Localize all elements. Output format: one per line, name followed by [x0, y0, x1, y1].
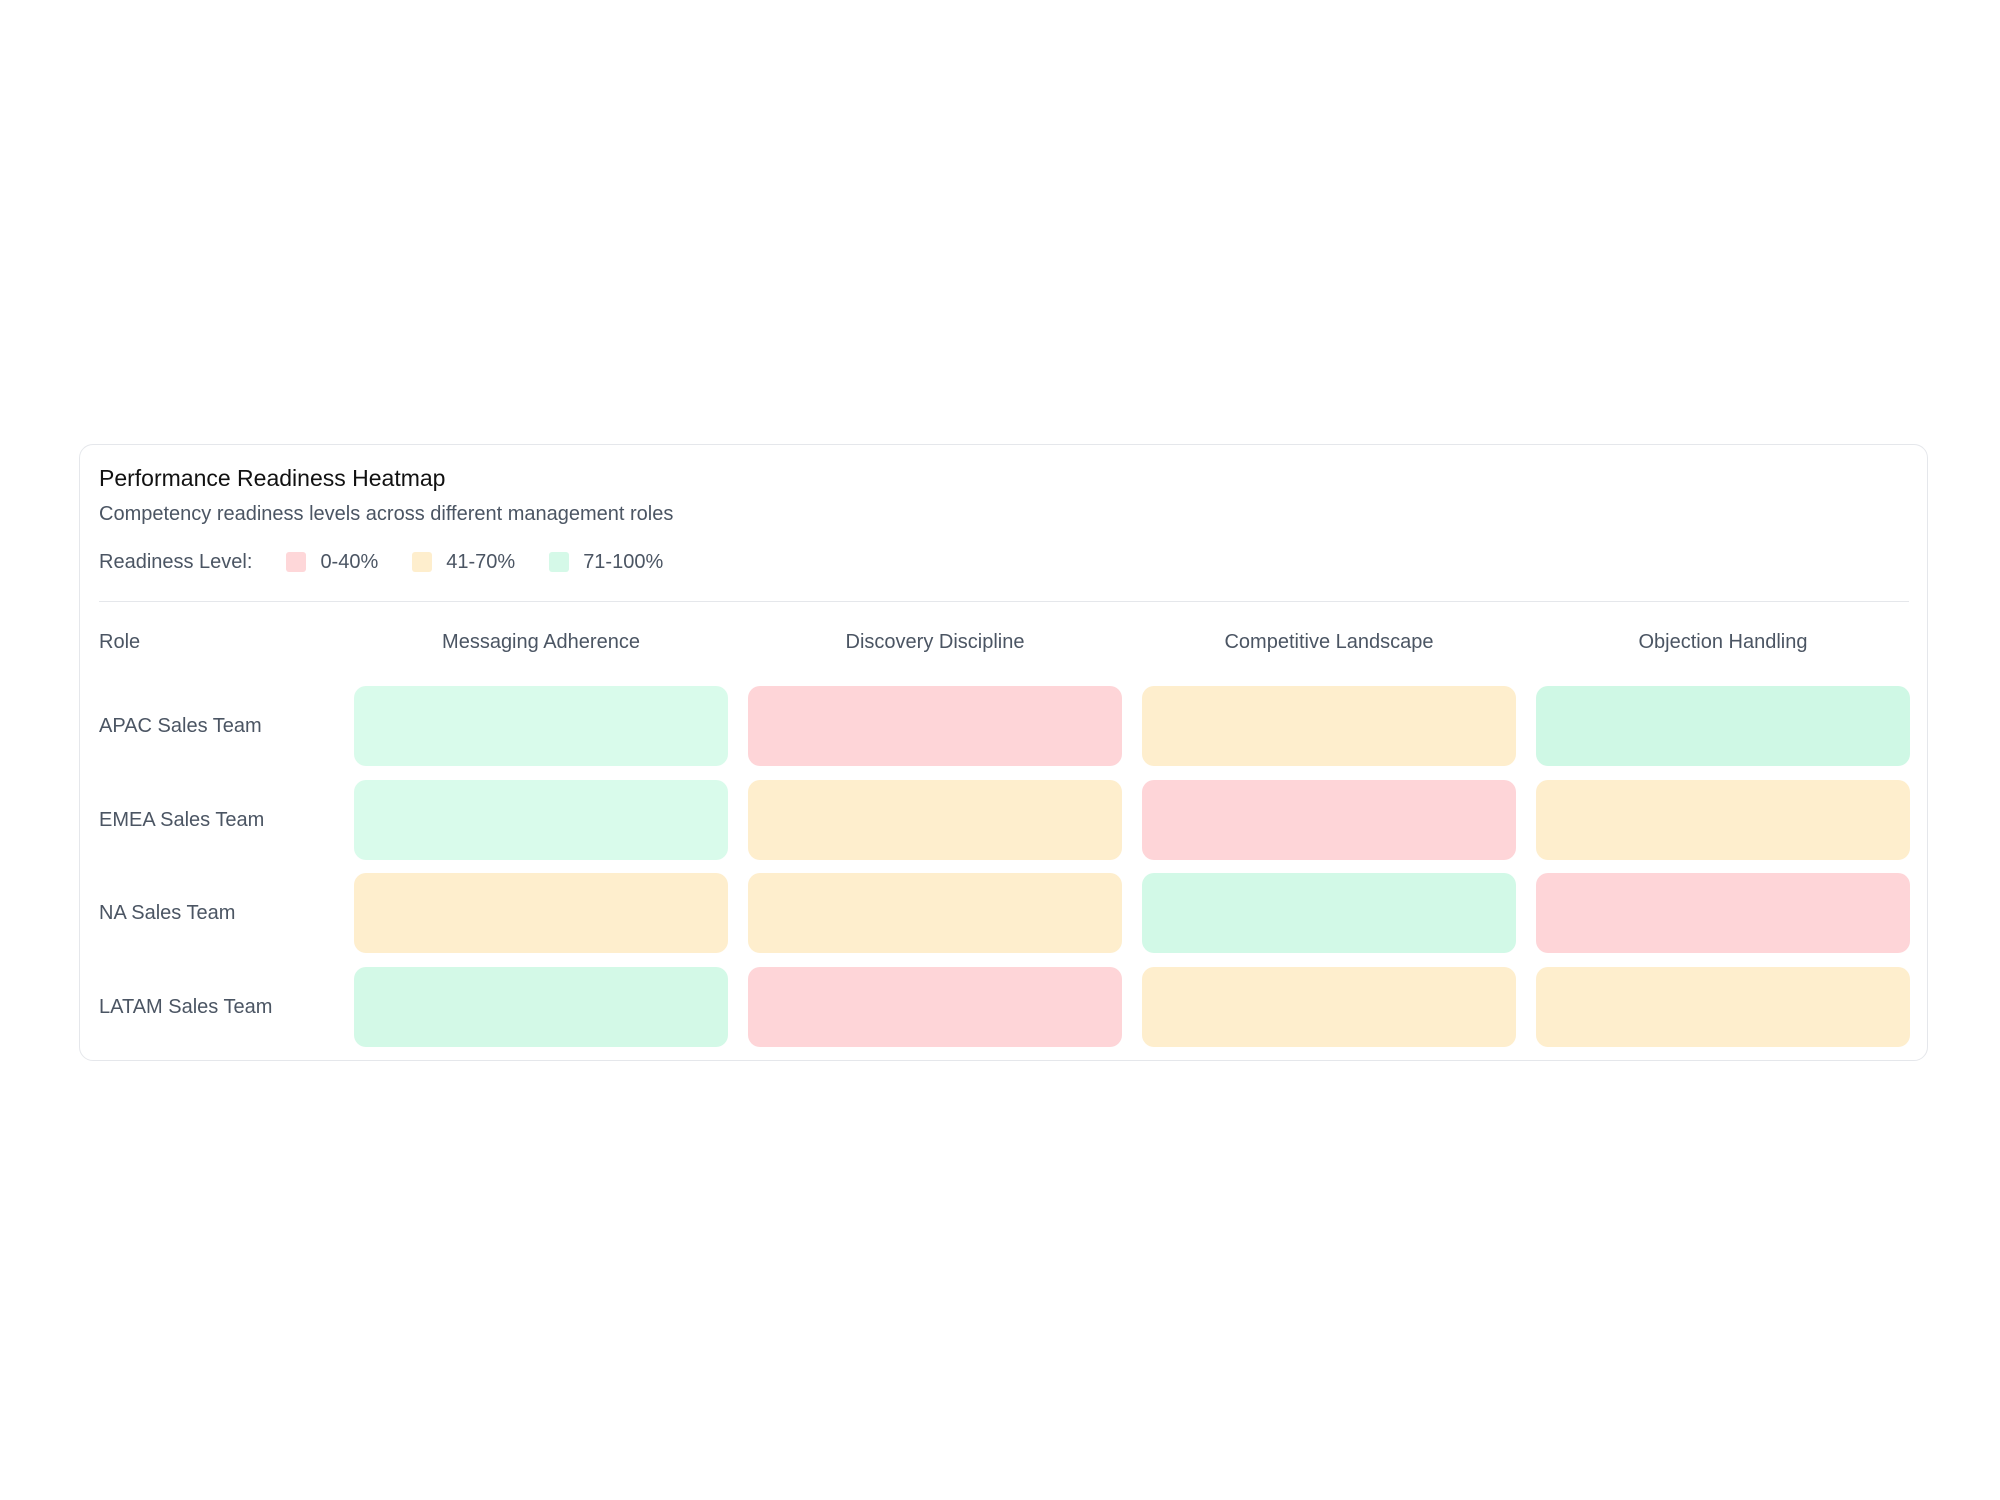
heatmap-cell-apac-sales-team-competitive-landscape [1142, 686, 1516, 766]
legend-swatch-low [286, 552, 307, 572]
heatmap-cell-na-sales-team-competitive-landscape [1142, 873, 1516, 953]
role-column-header: Role [99, 631, 141, 653]
chart-title: Performance Readiness Heatmap [99, 465, 446, 491]
heatmap-cell-apac-sales-team-objection-handling [1536, 686, 1910, 766]
heatmap-cell-latam-sales-team-discovery-discipline [748, 967, 1122, 1047]
row-label-na: NA Sales Team [99, 901, 236, 924]
legend-item-medium: 41-70% [412, 551, 515, 574]
heatmap-cell-emea-sales-team-discovery-discipline [748, 780, 1122, 860]
legend: Readiness Level: 0-40% 41-70% 71-100% [99, 549, 697, 575]
heatmap-cell-emea-sales-team-competitive-landscape [1142, 780, 1516, 860]
column-header-discovery-discipline: Discovery Discipline [845, 631, 1025, 653]
column-header-messaging-adherence: Messaging Adherence [442, 631, 640, 653]
heatmap-cell-apac-sales-team-discovery-discipline [748, 686, 1122, 766]
column-header-competitive-landscape: Competitive Landscape [1224, 631, 1434, 653]
header-divider [99, 601, 1909, 602]
heatmap-cell-latam-sales-team-messaging-adherence [354, 967, 728, 1047]
legend-item-medium-label: 41-70% [446, 550, 516, 573]
legend-item-high-label: 71-100% [583, 550, 664, 573]
legend-swatch-high [549, 552, 570, 572]
legend-swatch-medium [412, 552, 433, 572]
legend-label: Readiness Level: [99, 550, 253, 573]
heatmap-cell-latam-sales-team-competitive-landscape [1142, 967, 1516, 1047]
legend-item-low: 0-40% [286, 551, 378, 574]
row-label-latam: LATAM Sales Team [99, 995, 273, 1018]
heatmap-cell-emea-sales-team-messaging-adherence [354, 780, 728, 860]
chart-subtitle: Competency readiness levels across diffe… [99, 503, 674, 525]
row-label-apac: APAC Sales Team [99, 714, 262, 737]
heatmap-cell-emea-sales-team-objection-handling [1536, 780, 1910, 860]
legend-item-low-label: 0-40% [320, 550, 379, 573]
column-header-objection-handling: Objection Handling [1638, 631, 1808, 653]
legend-item-high: 71-100% [549, 551, 663, 574]
heatmap-card: Performance Readiness Heatmap Competency… [79, 444, 1928, 1061]
heatmap-cell-latam-sales-team-objection-handling [1536, 967, 1910, 1047]
heatmap-cell-apac-sales-team-messaging-adherence [354, 686, 728, 766]
row-label-emea: EMEA Sales Team [99, 808, 265, 831]
heatmap-cell-na-sales-team-objection-handling [1536, 873, 1910, 953]
heatmap-cell-na-sales-team-discovery-discipline [748, 873, 1122, 953]
heatmap-cell-na-sales-team-messaging-adherence [354, 873, 728, 953]
